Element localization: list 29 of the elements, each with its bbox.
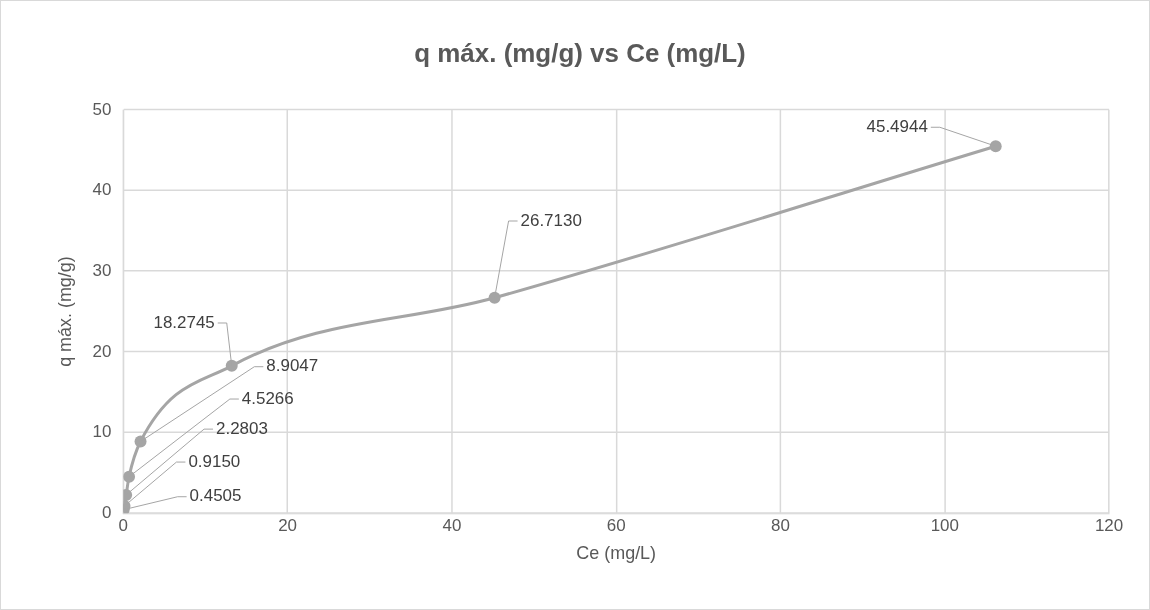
y-axis-title: q máx. (mg/g): [54, 256, 75, 367]
y-tick-label: 30: [92, 260, 112, 280]
data-label: 4.5266: [241, 388, 294, 408]
chart-title: q máx. (mg/g) vs Ce (mg/L): [414, 38, 746, 67]
data-label: 0.9150: [188, 451, 241, 471]
point: [225, 359, 238, 372]
x-tick-label: 120: [1094, 516, 1124, 536]
data-label: 26.7130: [520, 210, 582, 230]
data-label: 0.4505: [189, 486, 242, 506]
y-tick-label: 10: [92, 422, 112, 442]
point: [488, 291, 501, 304]
data-label: 8.9047: [266, 356, 319, 376]
x-axis-title: Ce (mg/L): [576, 543, 657, 564]
y-tick-label: 50: [92, 99, 112, 119]
point: [134, 435, 147, 448]
x-tick-label: 60: [606, 516, 626, 536]
point: [123, 470, 136, 483]
y-tick-label: 40: [92, 180, 112, 200]
x-tick-label: 0: [118, 516, 129, 536]
y-tick-label: 0: [101, 503, 112, 522]
data-label: 18.2745: [153, 312, 215, 332]
data-label: 45.4944: [866, 116, 928, 136]
x-tick-label: 20: [278, 516, 298, 536]
x-tick-label: 80: [771, 516, 790, 536]
x-tick-label: 100: [930, 516, 959, 536]
point: [989, 140, 1002, 153]
y-tick-label: 20: [92, 341, 112, 361]
x-tick-label: 40: [442, 516, 462, 536]
data-label: 2.2803: [216, 418, 268, 438]
